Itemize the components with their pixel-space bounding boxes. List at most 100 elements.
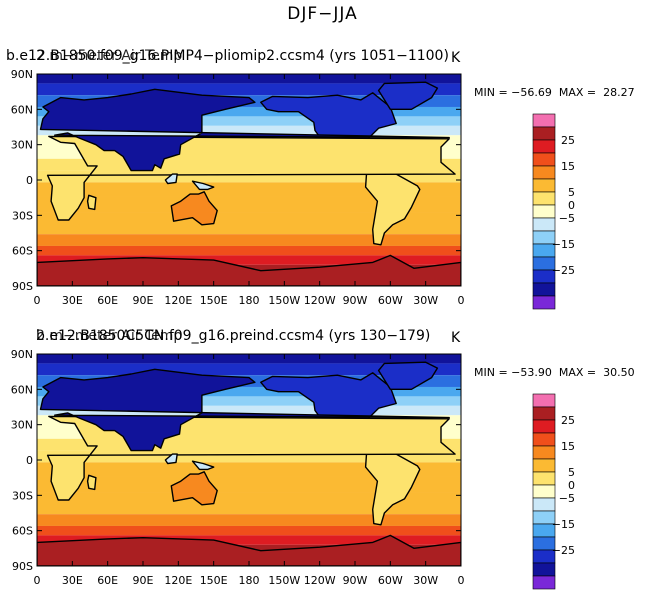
y-tick-label: 0 [26, 174, 33, 187]
map-panel-1: b.e12.B1850.f09_g16.PIMP4−pliomip2.ccsm4… [0, 46, 645, 326]
field-band-5 [37, 125, 461, 136]
y-tick-label: 30S [12, 209, 33, 222]
field-band-11 [37, 196, 461, 213]
x-tick-label: 120E [164, 294, 192, 307]
colorbar-label: −5 [559, 212, 575, 225]
x-tick-label: 90W [343, 574, 368, 587]
x-tick-label: 60E [97, 294, 118, 307]
x-tick-label: 30W [413, 574, 438, 587]
x-tick-label: 120W [304, 574, 336, 587]
field-band-13 [37, 234, 461, 246]
map-plot-1: 0 30E 60E 90E 120E 150E 180 150W 120W 90W 60W 30W 09… [11, 68, 575, 310]
x-tick-label: 0 [34, 574, 41, 587]
coastline-new-guinea [191, 180, 215, 191]
colorbar-label: 0 [568, 479, 575, 492]
coastline-australia [170, 191, 218, 226]
run-title-1: b.e12.B1850.f09_g16.PIMP4−pliomip2.ccsm4… [6, 48, 449, 64]
y-tick-label: 30N [11, 419, 33, 432]
map-plot-2: 0 30E 60E 90E 120E 150E 180 150W 120W 90W 60W 30W 09… [11, 348, 575, 590]
coastline-borneo [164, 173, 178, 185]
colorbar-box [532, 575, 556, 590]
colorbar-box [532, 445, 556, 460]
x-tick-label: 150W [268, 294, 300, 307]
min-max-stats-1: MIN = −56.69 MAX = 28.27 [474, 86, 635, 99]
colorbar-label: −25 [552, 264, 575, 277]
colorbar-box [532, 497, 556, 512]
colorbar-label: −25 [552, 544, 575, 557]
coastline-australia [170, 471, 218, 506]
x-tick-label: 180 [239, 294, 260, 307]
field-band-14 [37, 525, 461, 536]
colorbar-box [532, 191, 556, 206]
y-tick-label: 30S [12, 489, 33, 502]
x-tick-label: 0 [458, 294, 465, 307]
field-band-5 [37, 405, 461, 416]
x-tick-label: 180 [239, 574, 260, 587]
colorbar-box [532, 165, 556, 180]
coastline-south-america [364, 166, 421, 246]
field-band-9 [37, 450, 461, 463]
x-tick-label: 60E [97, 574, 118, 587]
coastline-greenland [377, 81, 439, 110]
units-label-2: K [451, 330, 461, 346]
x-tick-label: 0 [34, 294, 41, 307]
colorbar-label: 0 [568, 199, 575, 212]
colorbar-box [532, 406, 556, 421]
colorbar-box [532, 126, 556, 141]
y-tick-label: 60N [11, 103, 33, 116]
colorbar-box [532, 419, 556, 434]
coastline-greenland [377, 361, 439, 390]
variable-title-1: 2 m−meter Air Temp [36, 48, 183, 64]
colorbar-box [532, 432, 556, 447]
coastline-borneo [164, 453, 178, 465]
colorbar-box [532, 458, 556, 473]
colorbar-box [532, 295, 556, 310]
field-band-10 [37, 182, 461, 197]
min-max-stats-2: MIN = −53.90 MAX = 30.50 [474, 366, 635, 379]
field-band-3 [37, 106, 461, 117]
y-tick-label: 90N [11, 68, 33, 81]
x-tick-label: 60W [378, 294, 403, 307]
coastline-south-america [364, 446, 421, 526]
units-label-1: K [451, 50, 461, 66]
colorbar-box [532, 393, 556, 408]
map-panel-2: b.e12.B1850C5CN.f09_g16.preind.ccsm4 (yr… [0, 326, 645, 606]
colorbar-box [532, 178, 556, 193]
colorbar-box [532, 217, 556, 232]
field-band-11 [37, 476, 461, 493]
coastline-antarctica [37, 534, 461, 566]
coastline-europe-asia [39, 368, 450, 452]
colorbar-box [532, 113, 556, 128]
coastline-new-guinea [191, 460, 215, 471]
field-band-15 [37, 535, 461, 545]
variable-title-2: 2 m−meter Air Temp [36, 328, 183, 344]
y-tick-label: 0 [26, 454, 33, 467]
colorbar-box [532, 484, 556, 499]
colorbar-box [532, 139, 556, 154]
colorbar-label: −5 [559, 492, 575, 505]
colorbar-label: −15 [552, 518, 575, 531]
colorbar-label: 15 [561, 440, 575, 453]
colorbar-box [532, 471, 556, 486]
field-band-3 [37, 386, 461, 397]
x-tick-label: 150W [268, 574, 300, 587]
field-band-4 [37, 396, 461, 406]
colorbar-label: 15 [561, 160, 575, 173]
field-band-12 [37, 492, 461, 515]
colorbar-label: 5 [568, 186, 575, 199]
y-tick-label: 90S [12, 560, 33, 573]
field-band-14 [37, 245, 461, 256]
field-band-13 [37, 514, 461, 526]
colorbar-box [532, 152, 556, 167]
x-tick-label: 30W [413, 294, 438, 307]
x-tick-label: 30E [62, 574, 83, 587]
x-tick-label: 150E [200, 294, 228, 307]
x-tick-label: 90E [133, 574, 154, 587]
field-band-9 [37, 170, 461, 183]
x-tick-label: 0 [458, 574, 465, 587]
x-tick-label: 120E [164, 574, 192, 587]
x-tick-label: 120W [304, 294, 336, 307]
colorbar-label: 5 [568, 466, 575, 479]
x-tick-label: 90W [343, 294, 368, 307]
run-title-2: b.e12.B1850C5CN.f09_g16.preind.ccsm4 (yr… [36, 328, 431, 344]
